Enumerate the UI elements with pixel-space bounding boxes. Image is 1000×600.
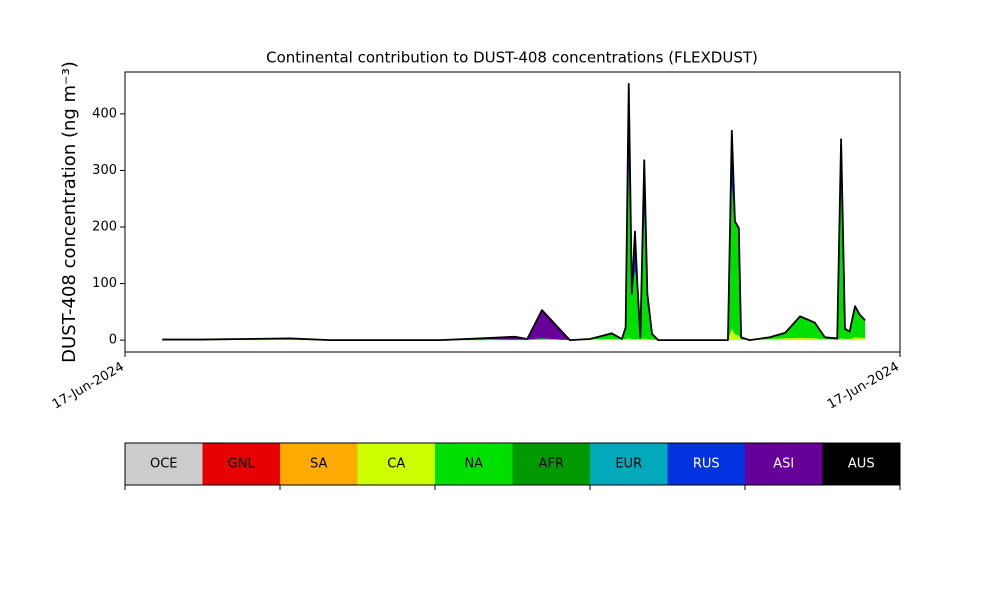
legend-swatch xyxy=(357,443,435,485)
legend-swatch xyxy=(667,443,745,485)
legend-swatch xyxy=(435,443,513,485)
legend-label: OCE xyxy=(150,457,178,472)
total-outline xyxy=(162,82,866,342)
legend-label: CA xyxy=(387,457,405,472)
legend-swatch xyxy=(125,443,203,485)
y-tick-label: 400 xyxy=(92,106,117,121)
legend-label: GNL xyxy=(228,457,256,472)
area xyxy=(162,168,866,341)
chart-title: Continental contribution to DUST-408 con… xyxy=(266,49,758,67)
y-axis-label: DUST-408 concentration (ng m⁻³) xyxy=(59,61,80,363)
legend-label: AUS xyxy=(848,457,875,472)
area xyxy=(162,328,866,341)
legend-label: SA xyxy=(310,457,327,472)
legend-label: NA xyxy=(464,457,483,472)
y-tick-label: 300 xyxy=(92,163,117,178)
plot-frame xyxy=(124,71,901,353)
x-tick-label: 17-Jun-2024 xyxy=(825,360,902,413)
legend-frame xyxy=(124,442,901,486)
legend-label: AFR xyxy=(539,457,564,472)
area xyxy=(162,83,866,341)
legend-label: RUS xyxy=(693,457,720,472)
y-tick-label: 0 xyxy=(109,333,117,348)
legend-swatch xyxy=(512,443,590,485)
legend-label: EUR xyxy=(615,457,642,472)
legend-swatch xyxy=(280,443,358,485)
y-tick-label: 100 xyxy=(92,276,117,291)
x-tick-label: 17-Jun-2024 xyxy=(50,360,127,413)
legend-label: ASI xyxy=(773,457,794,472)
legend-swatch xyxy=(822,443,900,485)
legend-swatch xyxy=(745,443,823,485)
legend-swatch xyxy=(202,443,280,485)
y-tick-label: 200 xyxy=(92,219,117,234)
legend-swatch xyxy=(590,443,668,485)
area xyxy=(162,168,866,341)
